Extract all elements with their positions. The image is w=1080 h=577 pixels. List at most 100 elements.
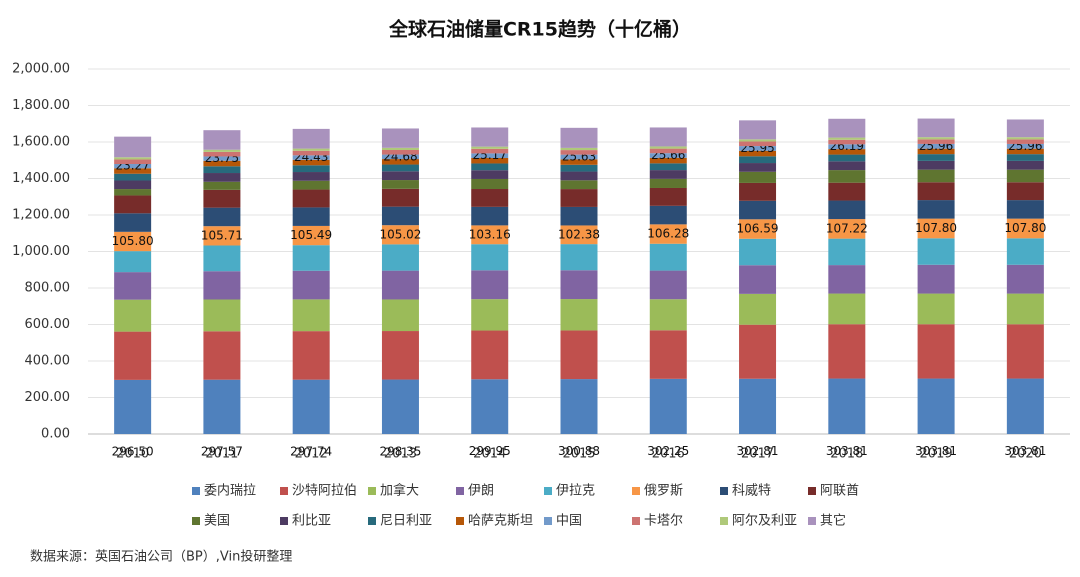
bar-segment (1006, 139, 1044, 144)
bar-segment (917, 182, 955, 201)
bar-segment (471, 153, 509, 158)
bar-segment (560, 270, 598, 300)
bar-segment (203, 151, 241, 157)
y-tick-label: 0.00 (41, 427, 70, 442)
bar-segment (1006, 160, 1044, 170)
legend-swatch (808, 517, 816, 525)
legend-label: 俄罗斯 (644, 484, 683, 499)
bar-segment (917, 169, 955, 183)
x-tick-label: 2020 (1009, 447, 1042, 462)
bar-segment (560, 164, 598, 172)
bar-segment (1006, 293, 1044, 325)
bar-segment (471, 157, 509, 164)
bar-segment (292, 165, 330, 173)
legend-swatch (544, 487, 552, 495)
bar-segment (203, 189, 241, 208)
bar-segment (739, 141, 777, 147)
x-tick-label: 2014 (473, 447, 506, 462)
legend-swatch (632, 487, 640, 495)
bar-segment (471, 270, 509, 300)
bar-segment (1006, 324, 1044, 379)
bar-segment (739, 171, 777, 183)
bar-segment (1006, 378, 1044, 434)
bar-segment (560, 159, 598, 165)
legend-swatch (720, 487, 728, 495)
bar-segment (917, 148, 955, 155)
bar-segment (381, 128, 419, 148)
bar-segment (114, 189, 152, 196)
bar-segment (292, 245, 330, 271)
x-tick-label: 2016 (652, 447, 685, 462)
bar-segment (292, 270, 330, 300)
bar-segment (828, 161, 866, 171)
bar-segment (828, 170, 866, 183)
legend-swatch (456, 517, 464, 525)
bar-segment (471, 379, 509, 434)
bar-segment (917, 137, 955, 140)
source-note: 数据来源：英国石油公司（BP）,Vin投研整理 (30, 549, 292, 565)
legend-label: 阿联酋 (820, 483, 859, 499)
bar-segment (292, 379, 330, 434)
bar-segment (471, 244, 509, 271)
value-label: 302.25 (647, 444, 689, 458)
value-label: 106.59 (737, 222, 779, 236)
legend-swatch (280, 517, 288, 525)
bar-segment (560, 150, 598, 155)
bar-segment (381, 188, 419, 207)
bar-segment (560, 379, 598, 434)
y-tick-label: 400.00 (25, 354, 71, 369)
bar-segment (1006, 143, 1044, 149)
value-label: 107.80 (1004, 221, 1046, 235)
bar-segment (203, 166, 241, 174)
legend-label: 尼日利亚 (380, 514, 432, 529)
bar-segment (203, 160, 241, 167)
legend-label: 美国 (204, 514, 230, 529)
bar-segment (292, 128, 330, 149)
y-tick-label: 200.00 (25, 390, 71, 405)
legend-label: 利比亚 (292, 514, 331, 529)
bar-segment (560, 127, 598, 148)
bar-segment (381, 154, 419, 160)
y-tick-label: 1,800.00 (12, 98, 70, 113)
legend-label: 沙特阿拉伯 (292, 484, 357, 499)
x-tick-label: 2019 (920, 447, 953, 462)
bar-segment (114, 272, 152, 300)
bar-segment (381, 164, 419, 172)
bar-segment (203, 130, 241, 150)
bar-segment (114, 173, 152, 181)
bar-segment (828, 238, 866, 266)
bar-segment (471, 178, 509, 190)
bar-segment (114, 159, 152, 165)
bar-segment (114, 136, 152, 158)
value-label: 300.88 (558, 444, 600, 458)
bar-segment (381, 379, 419, 434)
x-tick-label: 2010 (116, 447, 149, 462)
chart-title: 全球石油储量CR15趋势（十亿桶） (388, 18, 691, 41)
legend-swatch (368, 517, 376, 525)
bar-segment (114, 157, 152, 160)
bar-segment (381, 147, 419, 151)
bar-segment (649, 148, 687, 154)
bar-segment (1006, 148, 1044, 155)
legend-label: 卡塔尔 (644, 514, 683, 529)
bar-segment (114, 331, 152, 380)
bar-segment (649, 187, 687, 206)
bar-segment (739, 219, 777, 239)
bar-segment (381, 331, 419, 380)
bar-segment (917, 324, 955, 379)
bar-segment (1006, 182, 1044, 201)
bar-segment (114, 168, 152, 174)
y-tick-label: 800.00 (25, 281, 71, 296)
legend-label: 科威特 (732, 484, 771, 499)
bar-segment (471, 225, 509, 245)
x-tick-label: 2013 (384, 447, 417, 462)
bar-segment (471, 148, 509, 154)
bar-segment (560, 244, 598, 271)
bar-segment (917, 143, 955, 149)
value-label: 298.35 (379, 444, 421, 458)
bar-segment (828, 118, 866, 138)
bar-segment (1006, 200, 1044, 219)
bar-segment (828, 378, 866, 434)
bar-segment (381, 244, 419, 271)
bar-segment (739, 293, 777, 325)
